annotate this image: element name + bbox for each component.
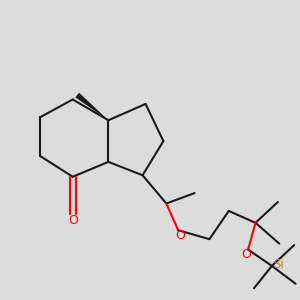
Text: Si: Si [273, 258, 284, 271]
Polygon shape [75, 93, 108, 120]
Text: O: O [176, 229, 186, 242]
Text: O: O [242, 248, 251, 261]
Text: O: O [68, 214, 78, 227]
